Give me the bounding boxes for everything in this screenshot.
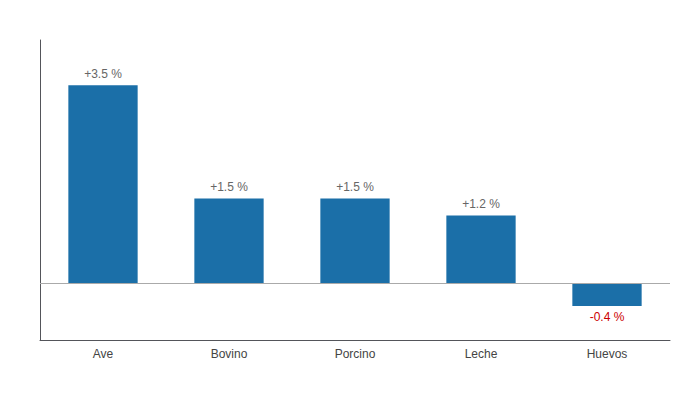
svg-text:-0.4 %: -0.4 %: [590, 310, 625, 324]
svg-text:+1.5 %: +1.5 %: [210, 180, 248, 194]
svg-text:Porcino: Porcino: [335, 347, 376, 361]
svg-text:Bovino: Bovino: [211, 347, 248, 361]
svg-text:Leche: Leche: [465, 347, 498, 361]
svg-text:+1.5 %: +1.5 %: [336, 180, 374, 194]
svg-text:Huevos: Huevos: [587, 347, 628, 361]
svg-text:+1.2 %: +1.2 %: [462, 197, 500, 211]
svg-text:+3.5 %: +3.5 %: [84, 67, 122, 81]
svg-text:Ave: Ave: [93, 347, 114, 361]
